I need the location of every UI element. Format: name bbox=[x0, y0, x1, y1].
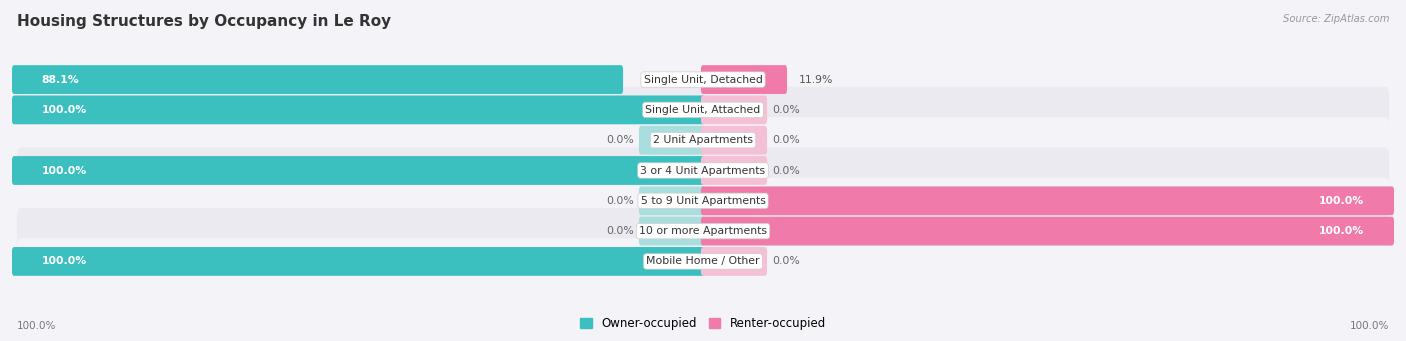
Text: 100.0%: 100.0% bbox=[42, 256, 87, 266]
Text: Mobile Home / Other: Mobile Home / Other bbox=[647, 256, 759, 266]
FancyBboxPatch shape bbox=[13, 65, 623, 94]
FancyBboxPatch shape bbox=[13, 156, 704, 185]
Text: Single Unit, Attached: Single Unit, Attached bbox=[645, 105, 761, 115]
FancyBboxPatch shape bbox=[702, 126, 768, 154]
FancyBboxPatch shape bbox=[702, 156, 768, 185]
Text: 0.0%: 0.0% bbox=[606, 196, 634, 206]
Text: 2 Unit Apartments: 2 Unit Apartments bbox=[652, 135, 754, 145]
FancyBboxPatch shape bbox=[702, 187, 1393, 215]
FancyBboxPatch shape bbox=[17, 87, 1389, 133]
FancyBboxPatch shape bbox=[17, 178, 1389, 224]
FancyBboxPatch shape bbox=[638, 187, 704, 215]
Text: Single Unit, Detached: Single Unit, Detached bbox=[644, 75, 762, 85]
Text: 0.0%: 0.0% bbox=[772, 135, 800, 145]
FancyBboxPatch shape bbox=[17, 238, 1389, 284]
FancyBboxPatch shape bbox=[13, 247, 704, 276]
FancyBboxPatch shape bbox=[17, 57, 1389, 103]
FancyBboxPatch shape bbox=[702, 217, 1393, 246]
Text: Housing Structures by Occupancy in Le Roy: Housing Structures by Occupancy in Le Ro… bbox=[17, 14, 391, 29]
Text: 88.1%: 88.1% bbox=[42, 75, 79, 85]
Text: 100.0%: 100.0% bbox=[42, 165, 87, 176]
FancyBboxPatch shape bbox=[13, 95, 704, 124]
FancyBboxPatch shape bbox=[702, 247, 768, 276]
Text: 11.9%: 11.9% bbox=[799, 75, 834, 85]
Text: 0.0%: 0.0% bbox=[772, 105, 800, 115]
Text: 0.0%: 0.0% bbox=[606, 135, 634, 145]
FancyBboxPatch shape bbox=[702, 95, 768, 124]
Text: 10 or more Apartments: 10 or more Apartments bbox=[638, 226, 768, 236]
FancyBboxPatch shape bbox=[638, 217, 704, 246]
FancyBboxPatch shape bbox=[17, 208, 1389, 254]
Text: Source: ZipAtlas.com: Source: ZipAtlas.com bbox=[1282, 14, 1389, 24]
FancyBboxPatch shape bbox=[638, 126, 704, 154]
Text: 100.0%: 100.0% bbox=[1319, 196, 1364, 206]
Text: 5 to 9 Unit Apartments: 5 to 9 Unit Apartments bbox=[641, 196, 765, 206]
FancyBboxPatch shape bbox=[17, 147, 1389, 194]
Text: 100.0%: 100.0% bbox=[42, 105, 87, 115]
Text: 100.0%: 100.0% bbox=[1350, 321, 1389, 331]
Text: 0.0%: 0.0% bbox=[606, 226, 634, 236]
FancyBboxPatch shape bbox=[702, 65, 787, 94]
Text: 0.0%: 0.0% bbox=[772, 256, 800, 266]
FancyBboxPatch shape bbox=[17, 117, 1389, 163]
Legend: Owner-occupied, Renter-occupied: Owner-occupied, Renter-occupied bbox=[575, 312, 831, 335]
Text: 0.0%: 0.0% bbox=[772, 165, 800, 176]
Text: 100.0%: 100.0% bbox=[17, 321, 56, 331]
Text: 3 or 4 Unit Apartments: 3 or 4 Unit Apartments bbox=[641, 165, 765, 176]
Text: 100.0%: 100.0% bbox=[1319, 226, 1364, 236]
